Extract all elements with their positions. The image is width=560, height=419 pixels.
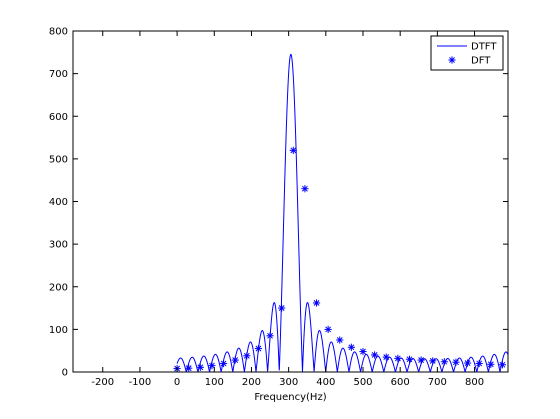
dft-point [417, 356, 425, 364]
y-tick-label: 0 [62, 368, 68, 379]
x-tick-label: 600 [391, 377, 410, 388]
dft-point [196, 363, 204, 371]
dft-point [359, 347, 367, 356]
dft-point [254, 344, 263, 353]
dft-point [301, 185, 309, 193]
y-tick-label: 100 [49, 325, 68, 336]
dft-point [231, 356, 239, 364]
dft-point [452, 358, 460, 366]
dft-point [475, 359, 483, 368]
x-axis-label: Frequency(Hz) [254, 392, 326, 403]
dft-point [266, 332, 274, 340]
dft-point [185, 364, 193, 372]
dtft-line [176, 53, 508, 372]
dft-point [312, 299, 321, 307]
x-tick-label: -100 [129, 377, 152, 388]
y-tick-label: 400 [49, 197, 68, 208]
y-tick-label: 700 [49, 69, 68, 80]
dft-point [487, 360, 495, 368]
dft-point [243, 352, 251, 360]
x-tick-label: 300 [279, 377, 298, 388]
y-tick-labels: 0 100 200 300 400 500 600 700 800 [49, 27, 68, 379]
dft-point [278, 304, 286, 312]
y-tick-label: 300 [49, 240, 68, 251]
dft-point [289, 146, 297, 154]
dft-point [440, 358, 448, 366]
dft-point [429, 357, 437, 365]
dft-point [219, 359, 228, 368]
legend: DTFT DFT [430, 35, 504, 71]
dft-point [371, 351, 379, 359]
x-tick-label: 500 [353, 377, 372, 388]
x-tick-label: 100 [205, 377, 224, 388]
x-tick-label: -200 [91, 377, 114, 388]
x-tick-label: 200 [242, 377, 261, 388]
dft-point [382, 353, 390, 361]
dft-point [498, 361, 507, 369]
dft-point [405, 355, 414, 363]
dft-point [394, 354, 402, 362]
dft-point [324, 325, 332, 333]
dft-point [463, 359, 472, 367]
dft-point [336, 336, 344, 344]
dft-point [347, 343, 355, 351]
plot-area [72, 30, 509, 373]
x-tick-labels: -200 -100 0 100 200 300 400 500 600 700 800 [91, 377, 484, 388]
legend-dtft-label: DTFT [471, 42, 497, 53]
legend-dft-marker-sample [448, 56, 456, 64]
legend-box [430, 35, 504, 71]
dft-point [208, 362, 216, 370]
y-tick-label: 200 [49, 282, 68, 293]
axis-ticks [73, 30, 508, 373]
x-tick-label: 800 [465, 377, 484, 388]
legend-dft-label: DFT [471, 56, 491, 67]
y-tick-label: 800 [49, 27, 68, 38]
dtft-series [176, 53, 508, 372]
y-tick-label: 600 [49, 112, 68, 123]
dft-series [173, 146, 507, 373]
x-tick-label: 0 [174, 377, 180, 388]
legend-asterisk [448, 56, 456, 64]
y-tick-label: 500 [49, 154, 68, 165]
x-tick-label: 400 [316, 377, 335, 388]
x-tick-label: 700 [428, 377, 447, 388]
